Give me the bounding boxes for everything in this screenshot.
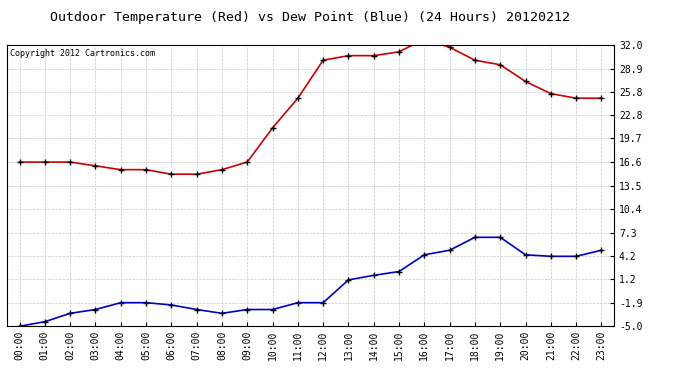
Text: Outdoor Temperature (Red) vs Dew Point (Blue) (24 Hours) 20120212: Outdoor Temperature (Red) vs Dew Point (… — [50, 11, 571, 24]
Text: Copyright 2012 Cartronics.com: Copyright 2012 Cartronics.com — [10, 49, 155, 58]
